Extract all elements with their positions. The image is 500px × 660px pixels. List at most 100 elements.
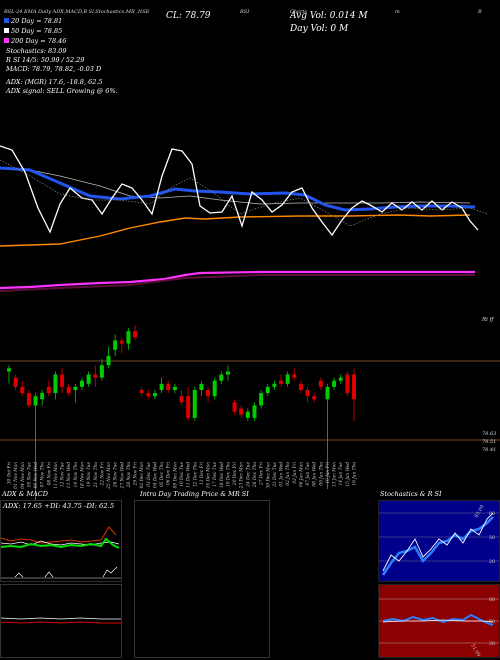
header-topline: BSL-24 EMA Daily ADX,MACD,B Sl,Stochasti…: [4, 9, 150, 15]
stoch-panel-title: Stochastics & R SI: [380, 490, 442, 498]
candle-body: [259, 393, 264, 406]
candle-body: [206, 390, 211, 397]
x-axis-tick-label: 13 Nov Wed: [67, 462, 72, 489]
candle-body: [245, 411, 250, 418]
x-axis-tick-label: 03 Jan Fri: [293, 461, 298, 483]
candle-body: [292, 374, 297, 378]
x-axis-tick-label: 08 Nov Fri: [47, 461, 52, 485]
rsi-dotted-line: [0, 159, 489, 227]
adx-panel-title: ADX & MACD: [2, 490, 48, 498]
x-axis-tick-label: 06 Nov Wed: [34, 462, 39, 489]
x-axis-tick-label: 02 Dec Mon: [140, 462, 145, 489]
x-axis-tick-label: 27 Nov Wed: [120, 462, 125, 490]
x-axis-tick-label: 28 Nov Thu: [127, 462, 132, 489]
stoch-tick: 50: [489, 535, 495, 541]
x-axis-tick-label: 12 Dec Thu: [193, 462, 198, 487]
ema200-line: [0, 270, 475, 290]
candle-body: [66, 386, 71, 394]
x-axis-tick-label: 14 Jan Tue: [339, 462, 344, 486]
stoch-tick: 80: [489, 511, 495, 517]
rsi-indicator-text: R SI 14/5: 50.99 / 52.29: [6, 56, 85, 64]
x-axis-labels: 30 Oct Fri 01 Nov Mon 04 Nov Mon 05 Nov Tue…: [8, 461, 358, 489]
main-price-chart: 30 Oct Fri 01 Nov Mon 04 Nov Mon 05 Nov Tue…: [0, 145, 500, 520]
x-axis-tick-label: 27 Dec Fri: [260, 461, 265, 486]
macd-line: [14, 566, 118, 578]
candle-body: [159, 383, 164, 390]
candle-body: [325, 386, 330, 400]
x-axis-tick-label: 06 Jan Mon: [299, 462, 304, 487]
candle-body: [13, 377, 18, 387]
x-axis-tick-label: 07 Nov Thu: [41, 462, 46, 488]
candle-body: [179, 396, 184, 403]
candle-body: [53, 374, 58, 394]
candle-body: [345, 374, 350, 394]
legend-swatch-icon: [4, 38, 9, 43]
x-axis-tick-label: 30 Dec Mon: [266, 462, 271, 489]
x-axis-tick-label: 16 Jan Thu: [353, 462, 358, 486]
adx-line: [0, 537, 120, 549]
intraday-panel: [134, 500, 270, 658]
legend-swatch-icon: [4, 18, 9, 23]
candle-body: [239, 408, 244, 415]
x-axis-tick-label: 01 Jan Wed: [280, 462, 285, 487]
adx-chart: [0, 526, 121, 579]
rsi-tick: 50: [489, 619, 495, 625]
legend-ema20: 20 Day = 78.81: [4, 17, 62, 25]
candle-body: [86, 374, 91, 384]
legend-ema50: 50 Day = 78.85: [4, 27, 62, 35]
candle-body: [265, 386, 270, 394]
adx-values-label: ADX: 17.65 +DI: 43.75 -DI: 62.5: [3, 502, 115, 510]
x-axis-tick-label: 09 Jan Thu: [319, 462, 324, 486]
candle-body: [166, 383, 171, 390]
rsi-tick: 20: [489, 641, 495, 647]
ema20-line: [0, 166, 476, 212]
candle-body: [93, 374, 98, 378]
adx-panel: ADX: 17.65 +DI: 43.75 -DI: 62.5: [0, 500, 122, 582]
candle-body: [272, 383, 277, 387]
candle-body: [285, 374, 290, 384]
price-label-top: Ri ff: [482, 317, 494, 323]
candle-body: [225, 371, 230, 375]
x-axis-tick-label: 16 Dec Mon: [207, 462, 212, 489]
rsi-value-label: 51.09: [469, 643, 481, 658]
x-axis-tick-label: 30 Oct Fri: [8, 461, 13, 484]
candle-body: [338, 377, 343, 381]
x-axis-tick-label: 01 Nov Mon: [14, 462, 19, 489]
macd-panel: [0, 584, 122, 658]
candle-body: [252, 405, 257, 418]
candle-body: [126, 331, 131, 344]
adx-signal-text: ADX signal: SELL Growing @ 6%.: [6, 87, 118, 95]
x-axis-tick-label: 05 Dec Thu: [160, 462, 165, 487]
price-label: 78.63: [482, 431, 497, 437]
candle-body: [146, 393, 151, 397]
x-axis-tick-label: 11 Dec Wed: [187, 462, 192, 488]
day-vol-label: Day Vol: 0 M: [290, 24, 349, 34]
x-axis-tick-label: 02 Jan Thu: [286, 462, 291, 486]
rsi-chart: 51.09 80 50 20: [379, 597, 499, 658]
price-label: 78.41: [482, 447, 497, 453]
x-axis-tick-label: 10 Jan Fri: [326, 461, 331, 483]
candle-body: [133, 331, 138, 338]
x-axis-tick-label: 09 Dec Mon: [173, 462, 178, 489]
macd-panel-white-line: [0, 617, 121, 620]
x-axis-tick-label: 11 Nov Mon: [54, 462, 59, 489]
x-axis-tick-label: 19 Dec Thu: [226, 462, 231, 487]
adx-minus-di-line: [0, 526, 117, 544]
x-axis-tick-label: 23 Dec Mon: [240, 462, 245, 490]
stoch-d-line: [381, 516, 494, 576]
macd-chart: [0, 617, 121, 624]
candle-body: [186, 396, 191, 418]
candle-body: [298, 383, 303, 390]
candle-body: [119, 340, 124, 344]
candle-body: [139, 390, 144, 394]
x-axis-tick-label: 08 Jan Wed: [313, 462, 318, 487]
candle-body: [40, 393, 45, 400]
candle-body: [352, 374, 356, 400]
candle-body: [60, 374, 65, 387]
rsi-tick: 80: [489, 597, 495, 603]
x-axis-tick-label: 13 Jan Mon: [333, 462, 338, 487]
legend-ema200: 200 Day = 78.46: [4, 37, 66, 45]
x-axis-tick-label: 07 Jan Tue: [306, 462, 311, 486]
x-axis-tick-label: 04 Nov Mon: [21, 462, 26, 489]
candle-body: [46, 386, 51, 394]
